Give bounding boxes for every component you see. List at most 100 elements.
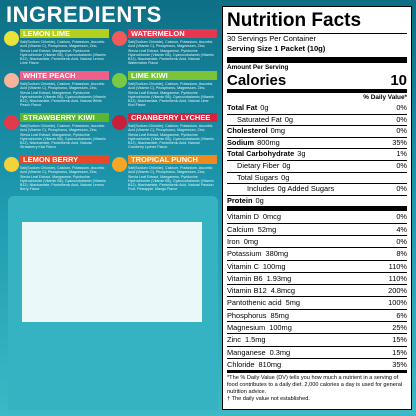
vitamin-name: Zinc xyxy=(227,335,241,345)
calories-value: 10 xyxy=(390,72,407,89)
nutrient-dv: 0% xyxy=(396,160,407,170)
nutrient-name: Total Sugars xyxy=(237,172,279,182)
vitamin-dv: 15% xyxy=(392,347,407,357)
nutrient-amount: 0g xyxy=(284,114,294,124)
vitamin-amount: 100mg xyxy=(262,261,286,271)
nutrient-row: Protein 0g xyxy=(227,194,407,207)
flavor-ingredients: Salt(Sodium Chloride), Calcium, Potassiu… xyxy=(20,82,106,108)
fruit-icon xyxy=(4,73,19,88)
flavor: LEMON BERRY Salt(Sodium Chloride), Calciu… xyxy=(4,155,109,197)
flavor-name: LEMON BERRY xyxy=(20,155,109,164)
flavor-ingredients: Salt(Sodium Chloride), Calcium, Potassiu… xyxy=(128,82,214,108)
vitamin-dv: 6% xyxy=(396,310,407,320)
nutrient-dv: 0% xyxy=(396,126,407,136)
fruit-icon xyxy=(112,73,127,88)
panel-title: Nutrition Facts xyxy=(227,10,362,31)
vitamin-amount: 810mg xyxy=(258,359,282,369)
flavor-name: WATERMELON xyxy=(128,29,217,38)
footnote: *The % Daily Value (DV) tells you how mu… xyxy=(227,370,407,396)
vitamin-dv: 15% xyxy=(392,335,407,345)
nutrient-row: Includes 0g Added Sugars 0% xyxy=(227,183,407,195)
nutrient-name: Cholesterol xyxy=(227,126,268,136)
flavor-ingredients: Salt(Sodium Chloride), Calcium, Potassiu… xyxy=(128,40,214,66)
flavor: TROPICAL PUNCH Salt(Sodium Chloride), Cal… xyxy=(112,155,217,197)
vitamin-amount: 5mg xyxy=(285,298,301,308)
footnote-2: † The daily value not established. xyxy=(227,396,310,403)
vitamin-row: Manganese 0.3mg 15% xyxy=(227,345,407,358)
flavor-name: LEMON LIME xyxy=(20,29,109,38)
fruit-icon xyxy=(112,115,127,130)
calories-row: Calories 10 xyxy=(227,72,407,89)
nutrient-amount: 0g xyxy=(282,160,291,170)
nutrient-amount: 0g Added Sugars xyxy=(277,184,335,194)
serving-size: Serving Size 1 Packet (10g) xyxy=(227,44,326,53)
flavor: CRANBERRY LYCHEE Salt(Sodium Chloride), C… xyxy=(112,113,217,155)
nutrient-amount: 3g xyxy=(297,149,306,159)
flavor-ingredients: Salt(Sodium Chloride), Calcium, Potassiu… xyxy=(20,166,106,192)
nutrient-amount: 0g xyxy=(255,195,264,205)
flavor: LIME KIWI Salt(Sodium Chloride), Calcium,… xyxy=(112,71,217,113)
flavor-name: CRANBERRY LYCHEE xyxy=(128,113,217,122)
vitamin-name: Potassium xyxy=(227,249,262,259)
nutrient-dv: 0% xyxy=(396,114,407,124)
nutrient-name: Protein xyxy=(227,195,253,205)
fruit-icon xyxy=(4,31,19,46)
vitamin-dv: 100% xyxy=(388,298,407,308)
vitamin-row: Zinc 1.5mg 15% xyxy=(227,333,407,345)
servings: 30 Servings Per Container xyxy=(227,33,407,44)
vitamin-amount: 1.5mg xyxy=(244,335,266,345)
vitamin-amount: 1.93mg xyxy=(266,273,292,283)
fruit-icon xyxy=(4,157,19,172)
vitamin-dv: 35% xyxy=(392,359,407,369)
vitamin-row: Iron 0mg 0% xyxy=(227,234,407,247)
vitamin-row: Vitamin B12 4.8mcg 200% xyxy=(227,284,407,296)
dv-header: % Daily Value* xyxy=(227,89,407,103)
flavor-name: LIME KIWI xyxy=(128,71,217,80)
nutrient-dv: 1% xyxy=(396,149,407,159)
nutrient-row: Total Fat 0g 0% xyxy=(227,103,407,114)
vitamin-amount: 0mg xyxy=(243,236,259,246)
nutrient-name: Includes xyxy=(247,184,275,194)
flavor: STRAWBERRY KIWI Salt(Sodium Chloride), Ca… xyxy=(4,113,109,155)
vitamin-name: Calcium xyxy=(227,224,254,234)
vitamin-amount: 0.3mg xyxy=(269,347,291,357)
vitamin-name: Chloride xyxy=(227,359,255,369)
vitamin-amount: 52mg xyxy=(257,224,277,234)
nutrient-dv: 0% xyxy=(396,103,407,112)
vitamin-row: Calcium 52mg 4% xyxy=(227,222,407,235)
flavor: WATERMELON Salt(Sodium Chloride), Calcium… xyxy=(112,29,217,71)
vitamin-row: Vitamin C 100mg 110% xyxy=(227,259,407,272)
title: INGREDIENTS xyxy=(6,2,162,27)
vitamin-name: Vitamin C xyxy=(227,261,259,271)
vitamin-dv: 8% xyxy=(396,249,407,259)
flavor-ingredients: Salt(Sodium Chloride), Calcium, Potassiu… xyxy=(128,166,214,192)
nutrient-amount: 0g xyxy=(281,172,290,182)
nutrient-name: Dietary Fiber xyxy=(237,160,280,170)
nutrient-amount: 0g xyxy=(260,103,269,112)
nutrient-name: Total Carbohydrate xyxy=(227,149,295,159)
nutrient-row: Total Carbohydrate 3g 1% xyxy=(227,148,407,160)
nutrient-row: Saturated Fat 0g 0% xyxy=(227,113,407,126)
vitamin-dv: 110% xyxy=(388,273,407,283)
vitamin-name: Vitamin B12 xyxy=(227,286,267,296)
vitamin-row: Chloride 810mg 35% xyxy=(227,357,407,370)
vitamin-amount: 85mg xyxy=(270,310,289,320)
vitamin-name: Manganese xyxy=(227,347,266,357)
flavor-name: TROPICAL PUNCH xyxy=(128,155,217,164)
nutrient-dv: 0% xyxy=(396,184,407,194)
vitamin-dv: 4% xyxy=(396,224,407,234)
vitamin-name: Vitamin D xyxy=(227,212,259,222)
nutrient-dv: 35% xyxy=(392,137,407,147)
vitamin-dv: 0% xyxy=(396,236,407,246)
nutrient-row: Total Sugars 0g xyxy=(227,171,407,184)
vitamin-row: Vitamin B6 1.93mg 110% xyxy=(227,271,407,284)
flavor-name: WHITE PEACH xyxy=(20,71,109,80)
vitamin-name: Iron xyxy=(227,236,240,246)
nutrient-row: Dietary Fiber 0g 0% xyxy=(227,159,407,172)
vitamin-row: Magnesium 100mg 25% xyxy=(227,321,407,333)
vitamin-row: Pantothenic acid 5mg 100% xyxy=(227,296,407,308)
nutrient-amount: 800mg xyxy=(257,137,280,147)
flavor: LEMON LIME Salt(Sodium Chloride), Calcium… xyxy=(4,29,109,71)
fruit-icon xyxy=(4,115,19,130)
nutrient-name: Sodium xyxy=(227,137,255,147)
